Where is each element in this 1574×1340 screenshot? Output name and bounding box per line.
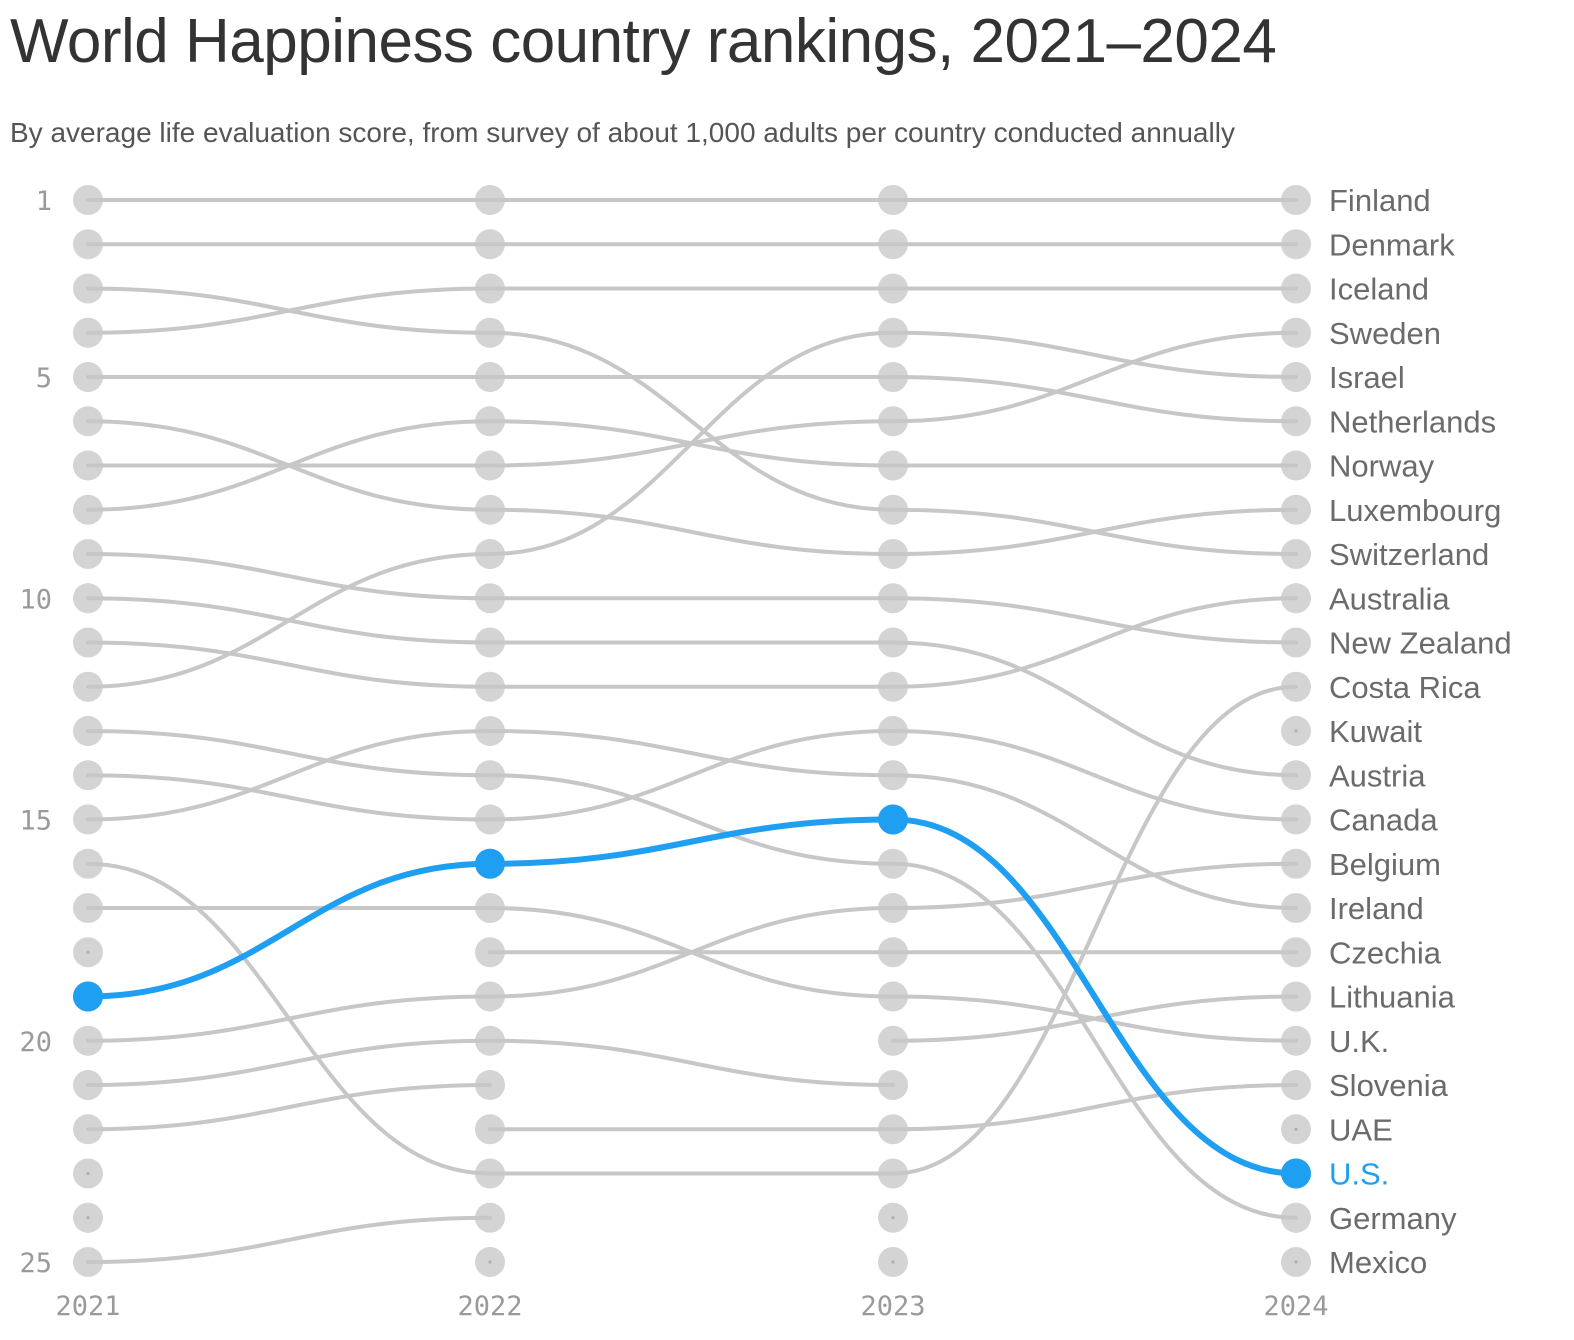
country-label-lithuania: Lithuania [1329,980,1456,1015]
rank-tick-15: 15 [19,806,52,837]
country-label-uae: UAE [1329,1112,1393,1147]
country-label-mexico: Mexico [1329,1245,1427,1280]
chart-subtitle: By average life evaluation score, from s… [10,117,1235,148]
country-label-czechia: Czechia [1329,935,1442,970]
country-label-canada: Canada [1329,803,1438,838]
country-label-norway: Norway [1329,449,1435,484]
highlight-point-2023[interactable] [878,804,908,835]
rank-dot-center-2024-22 [1294,1127,1298,1131]
unlabeled-line-2 [86,1083,492,1132]
country-labels: Finland Denmark Iceland Sweden Israel Netherl… [1329,183,1512,1280]
rank-dot-center-2024-13 [1294,729,1298,733]
line-costa-rica[interactable] [86,684,1298,1176]
country-label-netherlands: Netherlands [1329,404,1496,439]
country-label-slovenia: Slovenia [1329,1068,1449,1103]
country-label-kuwait: Kuwait [1329,714,1422,749]
line-germany[interactable] [86,729,1298,1220]
rank-dot-center-2023-24 [891,1216,895,1220]
country-label-sweden: Sweden [1329,316,1441,351]
line-australia[interactable] [86,596,1298,689]
country-label-ireland: Ireland [1329,891,1424,926]
line-slovenia[interactable] [488,1083,1298,1132]
country-label-israel: Israel [1329,360,1405,395]
country-label-denmark: Denmark [1329,227,1455,262]
line-switzerland[interactable] [86,286,1298,556]
highlight-point-2024[interactable] [1281,1158,1311,1189]
rank-dot-center-2021-23 [86,1171,90,1176]
year-label-2023: 2023 [860,1291,925,1322]
line-iceland[interactable] [86,286,1298,335]
country-label-belgium: Belgium [1329,847,1441,882]
unlabeled-line-1 [86,1038,895,1087]
country-label-new-zealand: New Zealand [1329,626,1512,661]
highlighted-series [73,804,1311,1189]
rank-dot-center-2024-25 [1294,1260,1298,1264]
year-label-2021: 2021 [55,1291,120,1322]
country-label-costa-rica: Costa Rica [1329,670,1481,705]
unlabeled-line-3 [86,1215,492,1264]
country-lines [86,197,1298,1264]
line-austria[interactable] [86,596,1298,778]
highlight-point-2021[interactable] [73,981,103,1012]
rank-tick-25: 25 [19,1248,52,1279]
rank-dot-center-2021-24 [86,1216,90,1220]
country-label-luxembourg: Luxembourg [1329,493,1501,528]
country-label-u-k: U.K. [1329,1024,1389,1059]
rank-tick-5: 5 [36,363,52,394]
line-ireland[interactable] [86,729,1298,910]
country-label-germany: Germany [1329,1201,1457,1236]
chart-title: World Happiness country rankings, 2021–2… [10,7,1277,76]
country-label-austria: Austria [1329,758,1426,793]
year-axis: 2021 2022 2023 2024 [55,1291,1328,1322]
highlight-point-2022[interactable] [475,848,505,879]
line-u-k[interactable] [86,905,1298,1043]
line-u-s-highlight[interactable] [85,816,1299,1177]
country-label-finland: Finland [1329,183,1431,218]
country-label-u-s: U.S. [1329,1157,1389,1192]
rank-tick-20: 20 [19,1027,52,1058]
year-label-2024: 2024 [1263,1291,1328,1322]
country-label-iceland: Iceland [1329,272,1429,307]
rank-dot-center-2023-25 [891,1260,895,1264]
country-label-switzerland: Switzerland [1329,537,1489,572]
line-new-zealand[interactable] [86,552,1298,645]
line-canada[interactable] [86,729,1298,822]
rank-tick-10: 10 [19,584,52,615]
year-label-2022: 2022 [457,1291,522,1322]
line-netherlands[interactable] [86,374,1298,424]
rank-tick-1: 1 [36,186,52,217]
country-label-australia: Australia [1329,581,1450,616]
rank-dot-center-2021-18 [86,950,90,954]
rank-dot-center-2022-25 [488,1260,492,1264]
